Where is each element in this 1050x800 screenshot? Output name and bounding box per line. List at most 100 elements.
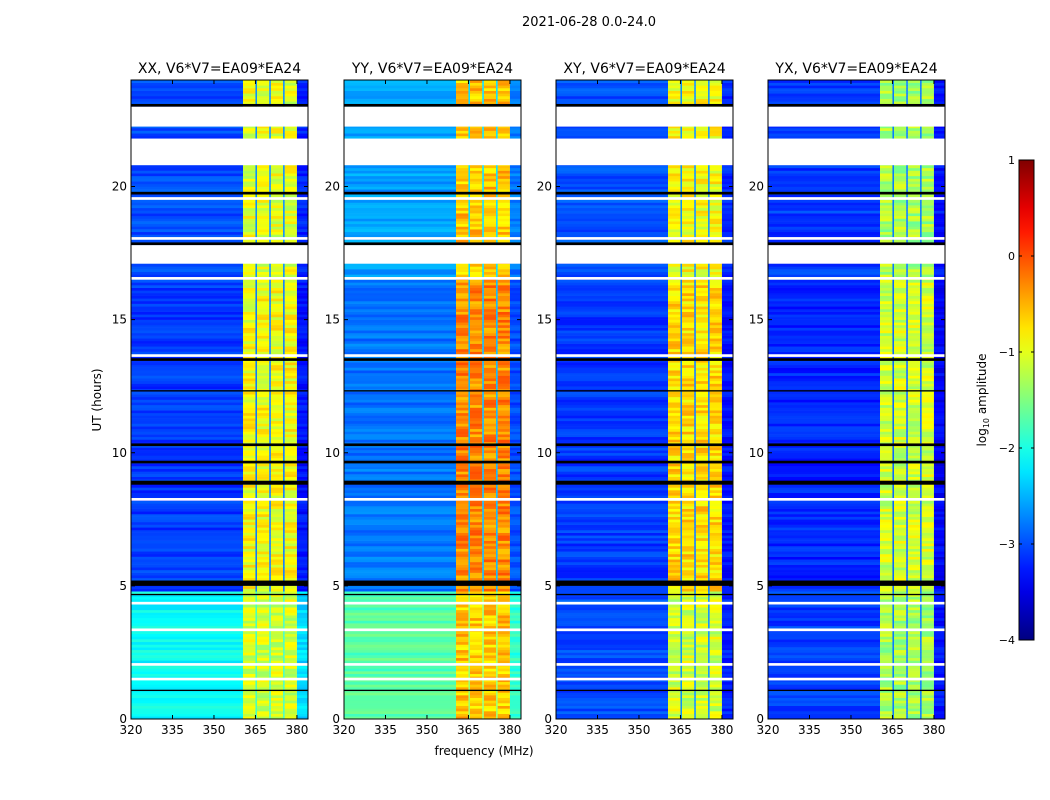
heatmap-cell (721, 713, 733, 717)
heatmap-cell (496, 607, 498, 611)
heatmap-cell (469, 577, 483, 581)
heatmap-cell (497, 87, 510, 91)
heatmap-cell (255, 402, 257, 406)
heatmap-cell (284, 186, 297, 190)
heatmap-cell (496, 500, 498, 504)
heatmap-cell (243, 695, 256, 698)
heatmap-cell (721, 607, 733, 611)
heatmap-cell (269, 521, 271, 525)
heatmap-cell (270, 316, 284, 320)
heatmap-cell (269, 375, 271, 379)
heatmap-cell (256, 463, 270, 467)
heatmap-cell (296, 348, 308, 352)
heatmap-cell (556, 647, 669, 651)
heatmap-cell (469, 564, 483, 568)
heatmap-cell (270, 428, 284, 432)
heatmap-cell (456, 229, 469, 233)
heatmap-cell (270, 511, 284, 515)
heatmap-cell (269, 231, 271, 235)
heatmap-cell (256, 330, 270, 334)
heatmap-cell (456, 439, 469, 443)
heatmap-cell (708, 636, 710, 640)
heatmap-cell (284, 90, 297, 94)
heatmap-cell (131, 207, 244, 211)
heatmap-cell (680, 695, 682, 698)
heatmap-cell (344, 620, 457, 624)
heatmap-cell (255, 266, 257, 270)
heatmap-cell (468, 516, 470, 520)
heatmap-cell (456, 617, 469, 621)
heatmap-cell (681, 577, 695, 581)
heatmap-cell (284, 330, 297, 334)
heatmap-cell (243, 649, 256, 653)
heatmap-cell (269, 202, 271, 206)
heatmap-cell (243, 639, 256, 643)
heatmap-cell (270, 348, 284, 352)
heatmap-cell (270, 218, 284, 222)
heatmap-cell (496, 175, 498, 179)
heatmap-cell (131, 285, 244, 288)
heatmap-cell (668, 569, 681, 573)
heatmap-cell (681, 559, 695, 563)
heatmap-cell (296, 711, 308, 714)
heatmap-cell (496, 263, 498, 267)
heatmap-cell (483, 439, 497, 443)
heatmap-cell (482, 527, 484, 531)
heatmap-cell (497, 428, 510, 432)
heatmap-cell (284, 218, 297, 222)
heatmap-cell (483, 508, 497, 512)
heatmap-cell (456, 644, 469, 648)
heatmap-cell (482, 173, 484, 177)
heatmap-cell (456, 458, 469, 462)
heatmap-cell (269, 668, 271, 672)
heatmap-cell (243, 545, 256, 549)
heatmap-cell (256, 660, 270, 664)
heatmap-cell (497, 181, 510, 185)
heatmap-cell (270, 282, 284, 286)
heatmap-cell (269, 348, 271, 352)
heatmap-cell (680, 716, 682, 720)
heatmap-cell (131, 521, 244, 525)
heatmap-cell (243, 689, 256, 693)
heatmap-cell (344, 93, 457, 97)
heatmap-cell (270, 468, 284, 472)
heatmap-cell (284, 564, 297, 568)
heatmap-cell (243, 285, 256, 288)
heatmap-cell (296, 351, 308, 355)
heatmap-cell (483, 596, 497, 600)
heatmap-cell (482, 428, 484, 432)
heatmap-cell (243, 167, 256, 171)
heatmap-cell (482, 346, 484, 350)
heatmap-cell (270, 625, 284, 629)
heatmap-cell (468, 527, 470, 531)
heatmap-cell (497, 569, 510, 573)
heatmap-cell (497, 426, 510, 430)
heatmap-cell (496, 492, 498, 496)
heatmap-cell (270, 266, 284, 270)
heatmap-cell (708, 700, 710, 704)
heatmap-cell (243, 410, 256, 414)
heatmap-cell (468, 436, 470, 440)
heatmap-cell (296, 266, 308, 270)
heatmap-cell (296, 529, 308, 533)
heatmap-cell (469, 615, 483, 619)
heatmap-cell (344, 716, 457, 720)
heatmap-cell (131, 95, 244, 99)
heatmap-cell (496, 631, 498, 635)
heatmap-cell (296, 458, 308, 462)
heatmap-cell (283, 181, 285, 185)
heatmap-cell (496, 202, 498, 206)
heatmap-cell (344, 561, 457, 565)
heatmap-cell (497, 647, 510, 651)
heatmap-cell (243, 516, 256, 520)
heatmap-cell (243, 332, 256, 336)
heatmap-cell (243, 644, 256, 648)
heatmap-cell (468, 293, 470, 296)
heatmap-cell (497, 492, 510, 496)
heatmap-cell (469, 423, 483, 427)
heatmap-cell (255, 506, 257, 509)
heatmap-cell (283, 332, 285, 336)
heatmap-cell (269, 687, 271, 691)
heatmap-cell (509, 521, 521, 525)
heatmap-cell (468, 407, 470, 411)
